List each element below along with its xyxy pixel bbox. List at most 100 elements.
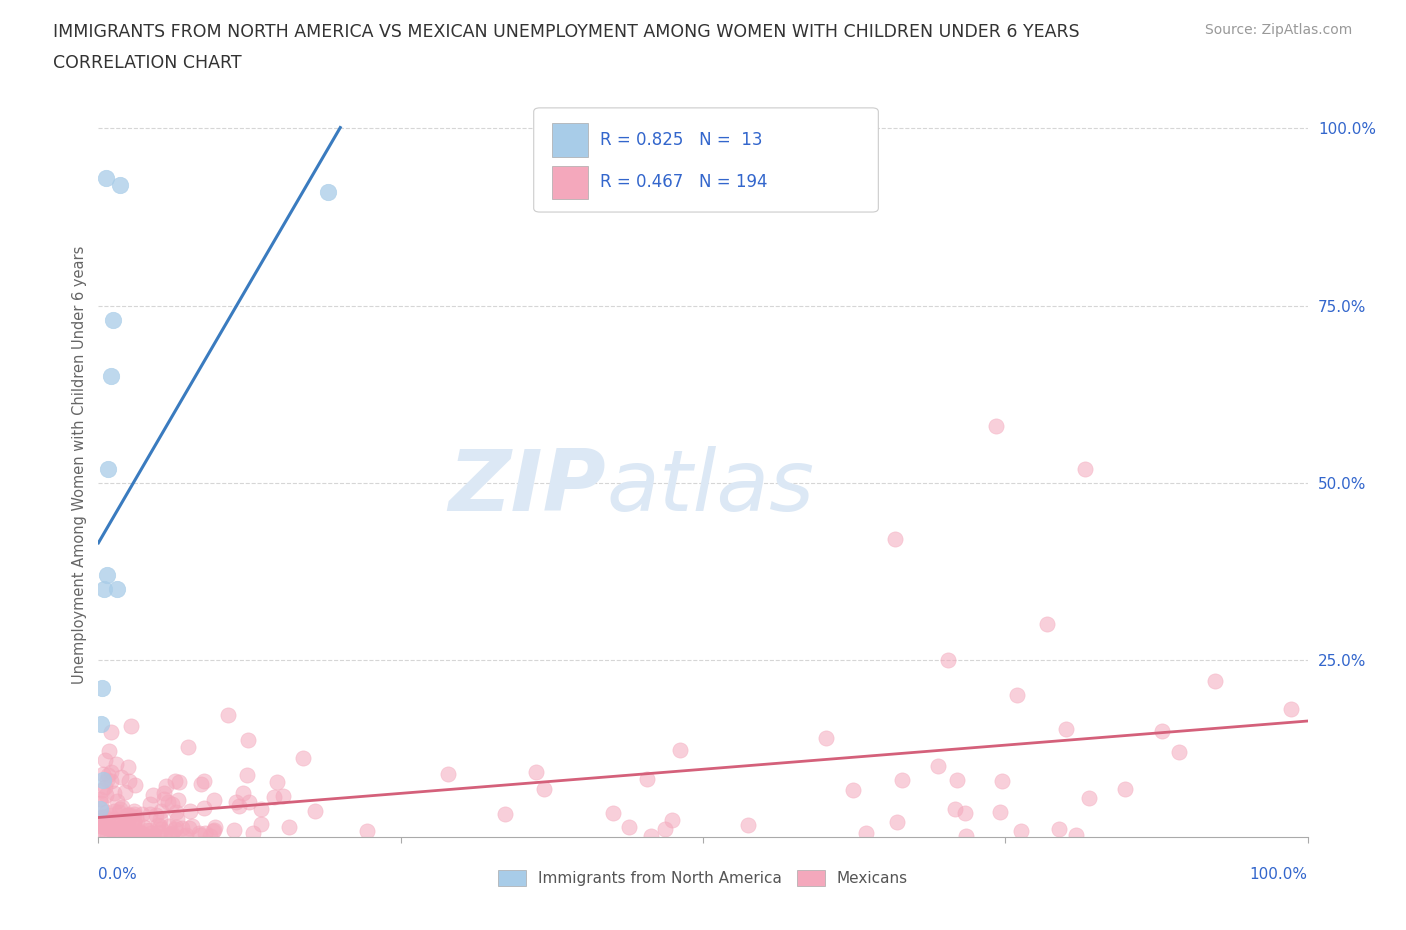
Point (1150, 724, 1173, 738)
Point (150, 804, 173, 818)
Text: 0.0%: 0.0% (98, 867, 138, 882)
Point (640, 829, 662, 844)
Point (176, 828, 198, 843)
Point (204, 819, 226, 834)
Point (110, 802, 132, 817)
Point (89, 823, 111, 838)
Point (157, 818, 180, 833)
Point (167, 792, 190, 807)
Point (96, 773, 118, 788)
Point (91, 810, 114, 825)
Point (89, 791, 111, 806)
Point (524, 764, 547, 779)
Point (94, 170, 117, 185)
Point (132, 829, 155, 844)
Legend: Immigrants from North America, Mexicans: Immigrants from North America, Mexicans (492, 864, 914, 893)
Point (122, 815, 145, 830)
Point (884, 532, 907, 547)
Point (94, 805, 117, 820)
Point (228, 799, 250, 814)
Point (1066, 828, 1088, 843)
Point (886, 815, 908, 830)
Point (249, 802, 271, 817)
Point (602, 806, 624, 821)
Point (91, 818, 114, 833)
Text: IMMIGRANTS FROM NORTH AMERICA VS MEXICAN UNEMPLOYMENT AMONG WOMEN WITH CHILDREN : IMMIGRANTS FROM NORTH AMERICA VS MEXICAN… (53, 23, 1080, 41)
Point (96, 819, 118, 834)
Point (114, 785, 136, 800)
Point (250, 817, 273, 831)
Point (105, 581, 128, 596)
Point (494, 806, 516, 821)
Point (814, 730, 837, 745)
Point (90, 816, 112, 830)
Point (128, 827, 150, 842)
Point (148, 817, 170, 832)
Point (122, 806, 145, 821)
Point (292, 751, 315, 765)
Point (125, 809, 148, 824)
Point (117, 807, 139, 822)
Point (148, 812, 170, 827)
Point (169, 775, 191, 790)
Point (103, 786, 125, 801)
Point (193, 801, 215, 816)
Point (108, 820, 131, 835)
Point (153, 829, 176, 844)
Bar (551, 166, 588, 199)
Point (114, 827, 136, 842)
Point (1011, 824, 1033, 839)
Point (120, 719, 142, 734)
Point (1077, 790, 1099, 805)
Point (139, 807, 162, 822)
Point (204, 823, 226, 838)
Point (100, 764, 122, 779)
Point (181, 818, 204, 833)
Point (890, 773, 912, 788)
Point (117, 824, 139, 839)
Point (94, 819, 117, 834)
Point (943, 802, 966, 817)
Point (128, 825, 150, 840)
Point (177, 821, 200, 836)
Point (356, 823, 378, 838)
Point (304, 804, 326, 818)
Point (110, 800, 132, 815)
Point (145, 807, 167, 822)
Point (316, 185, 339, 200)
Point (232, 786, 254, 801)
Point (131, 806, 153, 821)
Point (118, 829, 141, 844)
Point (98, 807, 121, 822)
Point (114, 815, 136, 830)
Point (1114, 782, 1136, 797)
Point (986, 418, 1008, 433)
Point (217, 708, 239, 723)
FancyBboxPatch shape (534, 108, 879, 212)
Point (160, 797, 183, 812)
Point (110, 770, 132, 785)
Point (97, 461, 120, 476)
Point (93, 581, 115, 596)
Point (132, 827, 155, 842)
Point (149, 821, 172, 836)
Point (89, 810, 111, 825)
Point (955, 829, 977, 844)
Point (198, 828, 221, 843)
Point (152, 786, 174, 801)
Point (124, 777, 146, 792)
Point (165, 821, 187, 836)
Point (108, 178, 131, 193)
Point (122, 814, 145, 829)
Point (121, 826, 143, 841)
Point (139, 822, 162, 837)
Point (271, 789, 294, 804)
Point (103, 804, 125, 818)
Text: ZIP: ZIP (449, 445, 606, 529)
Point (103, 828, 125, 843)
Point (149, 818, 172, 833)
Bar (551, 123, 588, 156)
Point (166, 811, 188, 826)
Point (103, 811, 125, 826)
Point (141, 829, 163, 844)
